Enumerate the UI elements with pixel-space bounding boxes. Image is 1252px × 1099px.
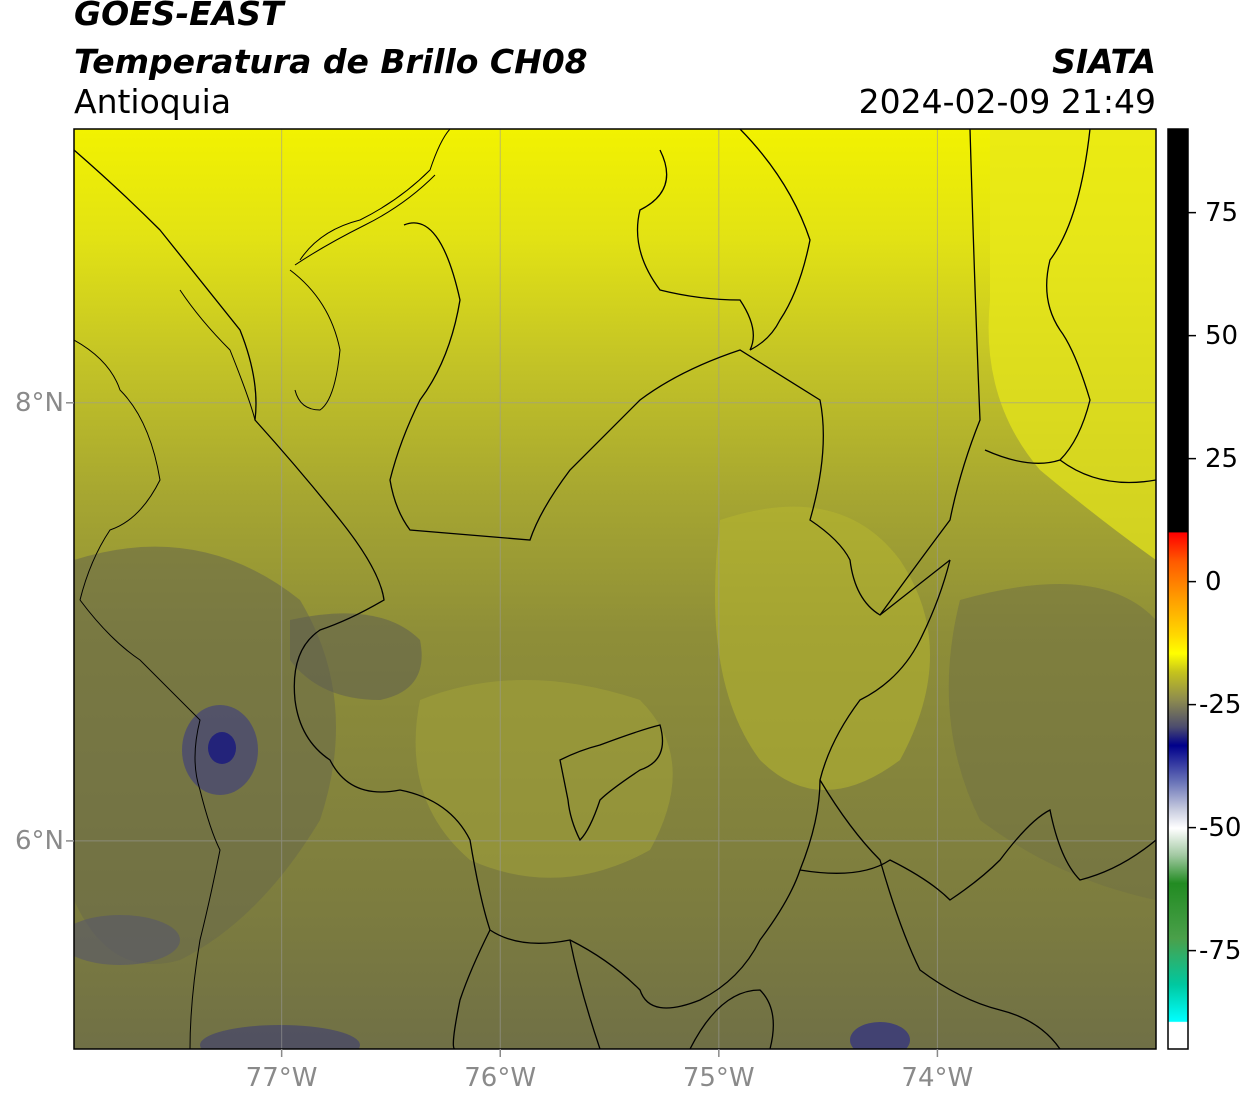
- y-tick-label-8n: 8°N: [15, 387, 64, 418]
- region-subtitle: Antioquia: [74, 82, 232, 121]
- colorbar-label-neg50: -50: [1199, 812, 1242, 843]
- x-tick-label-77w: 77°W: [245, 1063, 318, 1093]
- brand-label: SIATA: [1052, 42, 1156, 81]
- product-title: Temperatura de Brillo CH08: [74, 42, 588, 81]
- satellite-title: GOES-EAST: [74, 0, 284, 33]
- colorbar-label-75: 75: [1205, 197, 1239, 228]
- political-boundaries: [74, 129, 1156, 1049]
- x-tick-label-74w: 74°W: [901, 1063, 974, 1093]
- x-tick-label-76w: 76°W: [464, 1063, 537, 1093]
- colorbar-label-25: 25: [1205, 443, 1239, 474]
- colorbar: [1167, 128, 1196, 1050]
- brightness-temperature-field: [74, 129, 1156, 1049]
- axis-ticks: [66, 402, 939, 1057]
- colorbar-label-neg25: -25: [1199, 689, 1242, 720]
- y-tick-label-6n: 6°N: [15, 825, 64, 856]
- timestamp-label: 2024-02-09 21:49: [858, 82, 1156, 121]
- x-tick-label-75w: 75°W: [682, 1063, 755, 1093]
- map-gridlines: [74, 129, 1156, 1049]
- colorbar-label-0: 0: [1205, 566, 1222, 597]
- map-frame: [73, 128, 1157, 1050]
- colorbar-label-50: 50: [1205, 320, 1239, 351]
- colorbar-label-neg75: -75: [1199, 935, 1242, 966]
